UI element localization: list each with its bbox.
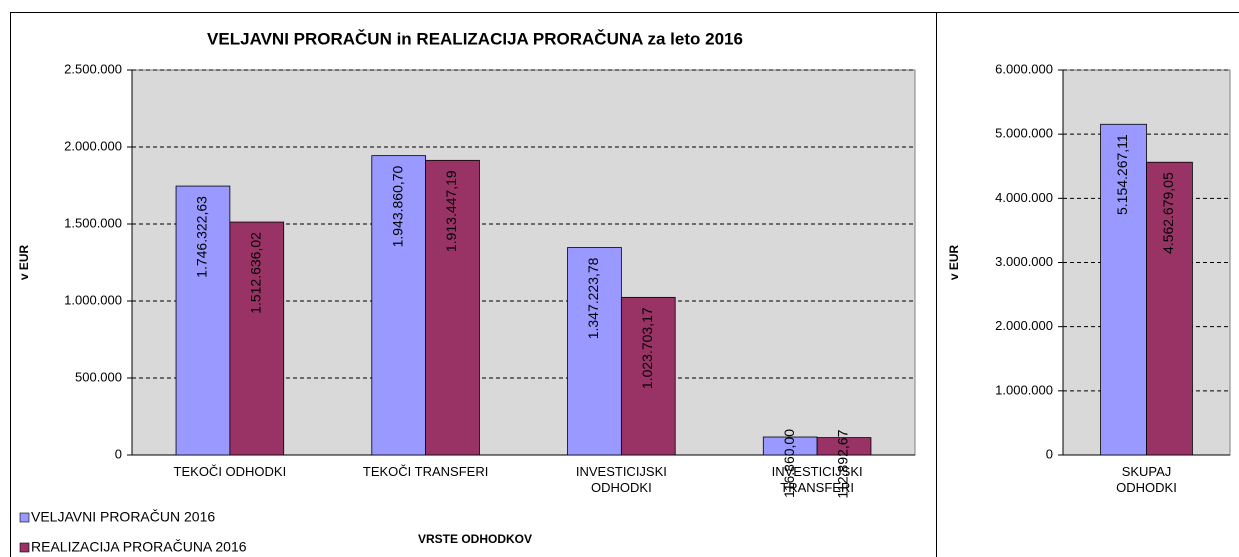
value-label: 112.892,67 (835, 429, 851, 498)
y-tick-label: 1.000.000 (995, 382, 1053, 397)
x-tick-label: TEKOČI TRANSFERI (363, 464, 488, 479)
y-tick-label: 4.000.000 (995, 190, 1053, 205)
value-label: 5.154.267,11 (1114, 134, 1130, 215)
panel-border (936, 12, 1239, 557)
value-label: 1.943.860,70 (389, 165, 405, 247)
bar (816, 437, 872, 456)
y-tick-label: 3.000.000 (995, 254, 1053, 269)
x-tick-label: INVESTICIJSKI ODHODKI (576, 464, 667, 495)
y-tick-label: 2.000.000 (64, 138, 122, 153)
bar (371, 155, 427, 456)
value-label: 4.562.679,05 (1160, 172, 1176, 254)
y-tick-label: 1.000.000 (64, 292, 122, 307)
bar (620, 296, 676, 456)
legend-label: REALIZACIJA PRORAČUNA 2016 (31, 539, 247, 555)
bar (175, 185, 231, 456)
x-axis-label: VRSTE ODHODKOV (418, 532, 532, 546)
value-label: 116.860,00 (781, 429, 797, 498)
y-tick-label: 0 (115, 446, 122, 461)
x-tick-label: TEKOČI ODHODKI (174, 464, 287, 479)
legend-swatch (19, 542, 30, 553)
y-tick-label: 0 (1046, 446, 1053, 461)
value-label: 1.512.636,02 (247, 232, 263, 314)
bar (1146, 161, 1193, 456)
chart-title: VELJAVNI PRORAČUN in REALIZACIJA PRORAČU… (207, 29, 743, 48)
x-tick-label: SKUPAJ ODHODKI (1116, 464, 1177, 495)
y-tick-label: 2.500.000 (64, 61, 122, 76)
value-label: 1.913.447,19 (443, 170, 459, 252)
legend-swatch (19, 512, 30, 523)
bar (1100, 123, 1147, 456)
y-tick-label: 1.500.000 (64, 215, 122, 230)
y-tick-label: 5.000.000 (995, 126, 1053, 141)
value-label: 1.023.703,17 (639, 307, 655, 389)
x-tick-label: INVESTICIJSKI TRANSFERI (772, 464, 863, 495)
legend-label: VELJAVNI PRORAČUN 2016 (31, 509, 215, 525)
y-axis-label: v EUR (17, 244, 31, 280)
y-tick-label: 500.000 (75, 369, 122, 384)
bar (229, 221, 285, 456)
bar (425, 159, 480, 456)
y-tick-label: 6.000.000 (995, 61, 1053, 76)
value-label: 1.746.322,63 (194, 196, 210, 278)
y-tick-label: 2.000.000 (995, 318, 1053, 333)
value-label: 1.347.223,78 (585, 257, 601, 339)
y-axis-label: v EUR (947, 244, 961, 280)
